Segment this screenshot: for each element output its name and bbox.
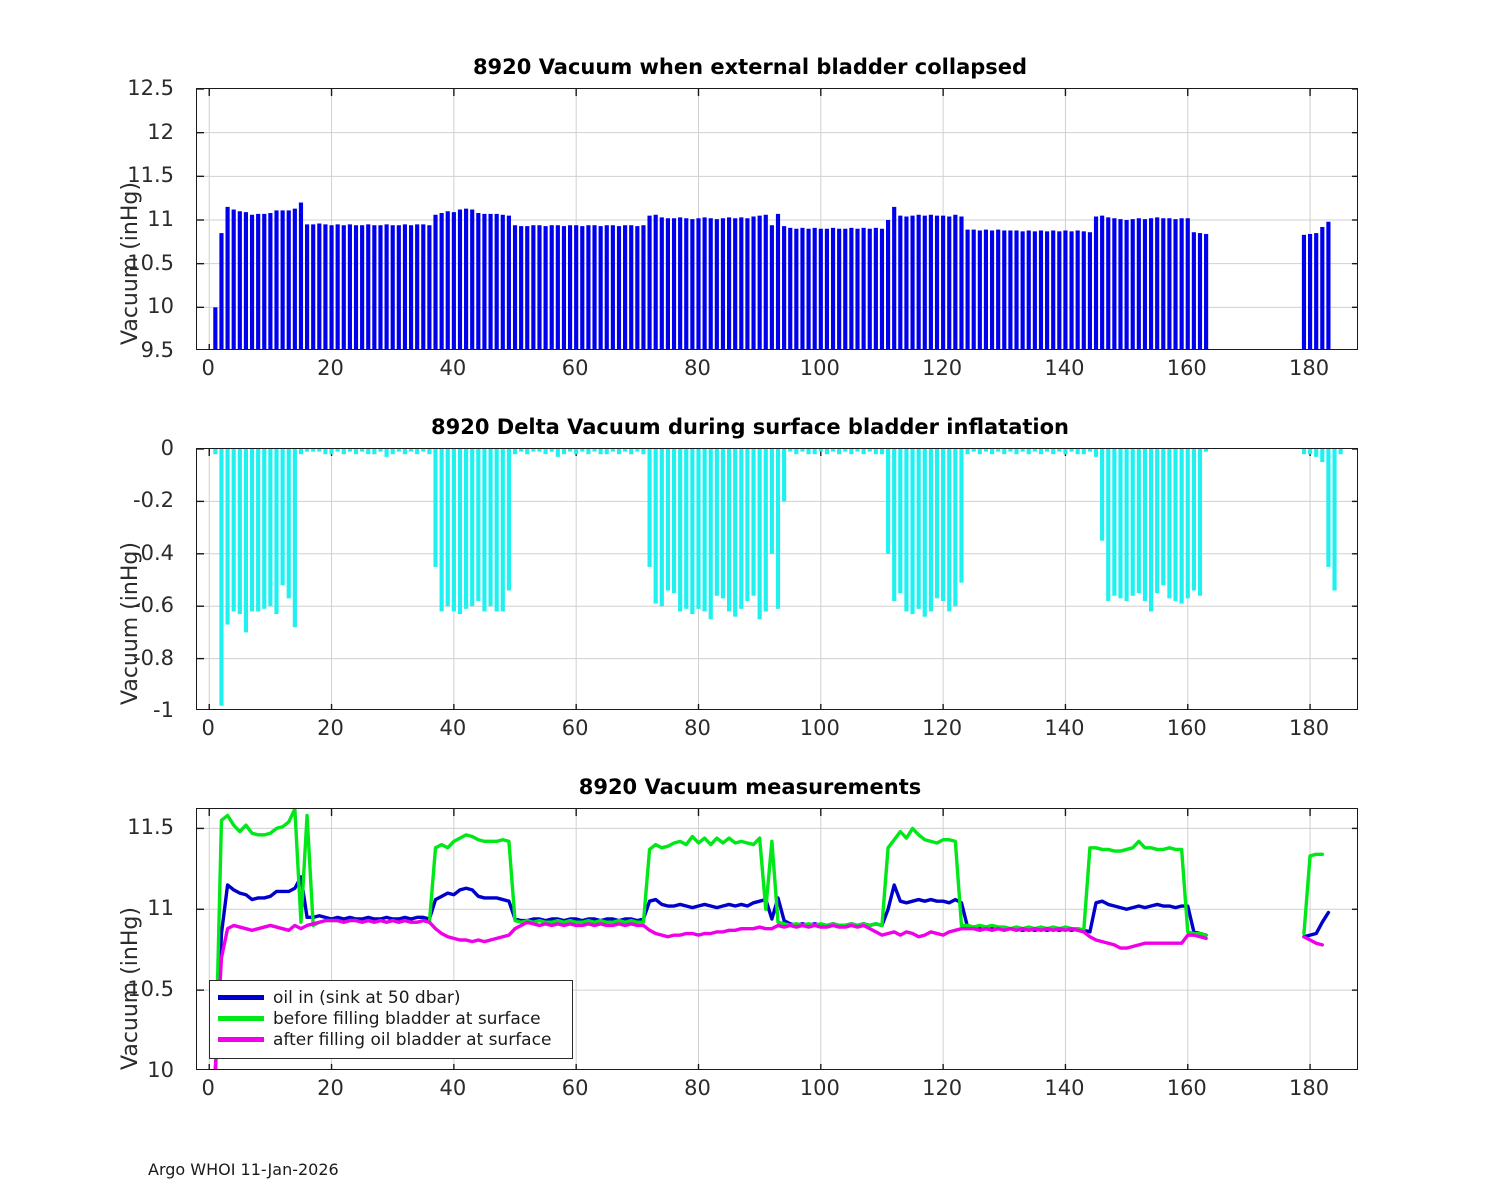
panel1-svg bbox=[197, 89, 1357, 349]
x-tick-label: 180 bbox=[1289, 356, 1330, 380]
x-tick-label: 160 bbox=[1166, 356, 1207, 380]
y-tick-label: -0.2 bbox=[133, 488, 174, 513]
x-tick-label: 20 bbox=[317, 1076, 344, 1100]
panel3-legend: oil in (sink at 50 dbar) before filling … bbox=[209, 980, 573, 1059]
panel2-ylabel: Vacuum (inHg) bbox=[118, 542, 143, 705]
x-tick-label: 60 bbox=[561, 1076, 589, 1100]
x-tick-label: 80 bbox=[684, 716, 711, 740]
panel2-svg bbox=[197, 449, 1357, 709]
panel1-plot-area bbox=[196, 88, 1358, 350]
panel-vacuum-measurements: 8920 Vacuum measurements Vacuum (inHg) 1… bbox=[0, 775, 1500, 1105]
y-tick-label: -1 bbox=[153, 698, 174, 722]
x-tick-label: 0 bbox=[201, 1076, 215, 1100]
x-tick-label: 60 bbox=[561, 716, 589, 740]
x-tick-label: 100 bbox=[799, 356, 840, 380]
x-tick-label: 140 bbox=[1044, 1076, 1085, 1100]
panel2-title: 8920 Delta Vacuum during surface bladder… bbox=[431, 415, 1069, 439]
y-tick-label: 12.5 bbox=[127, 76, 174, 100]
x-tick-label: 120 bbox=[922, 1076, 963, 1100]
legend-item-after-filling: after filling oil bladder at surface bbox=[218, 1029, 562, 1050]
y-tick-label: -0.6 bbox=[133, 593, 174, 618]
y-tick-label: -0.4 bbox=[133, 540, 174, 565]
x-tick-label: 40 bbox=[439, 356, 467, 380]
legend-label-oil-in: oil in (sink at 50 dbar) bbox=[273, 987, 461, 1008]
panel3-plot-area bbox=[196, 808, 1358, 1070]
x-tick-label: 80 bbox=[684, 1076, 711, 1100]
panel2-plot-area bbox=[196, 448, 1358, 710]
x-tick-label: 120 bbox=[922, 356, 963, 380]
figure-footer: Argo WHOI 11-Jan-2026 bbox=[148, 1160, 339, 1179]
x-tick-label: 80 bbox=[684, 356, 711, 380]
legend-swatch-before-filling bbox=[218, 1016, 264, 1021]
x-tick-label: 160 bbox=[1166, 1076, 1207, 1100]
panel3-title: 8920 Vacuum measurements bbox=[578, 775, 922, 799]
x-tick-label: 20 bbox=[317, 716, 344, 740]
panel-vacuum-bladder-collapsed: 8920 Vacuum when external bladder collap… bbox=[0, 55, 1500, 385]
x-tick-label: 60 bbox=[561, 356, 589, 380]
legend-item-before-filling: before filling bladder at surface bbox=[218, 1008, 562, 1029]
y-tick-label: 10 bbox=[147, 1058, 174, 1082]
legend-label-after-filling: after filling oil bladder at surface bbox=[273, 1029, 552, 1050]
y-tick-label: 12 bbox=[147, 119, 174, 144]
x-tick-label: 0 bbox=[201, 716, 215, 740]
y-tick-label: 10.5 bbox=[127, 977, 174, 1002]
panel-delta-vacuum-inflation: 8920 Delta Vacuum during surface bladder… bbox=[0, 415, 1500, 745]
y-tick-label: 9.5 bbox=[140, 338, 174, 362]
x-tick-label: 160 bbox=[1166, 716, 1207, 740]
legend-swatch-after-filling bbox=[218, 1037, 264, 1042]
panel1-title: 8920 Vacuum when external bladder collap… bbox=[472, 55, 1028, 79]
x-tick-label: 100 bbox=[799, 716, 840, 740]
y-tick-label: 11 bbox=[147, 896, 174, 921]
x-tick-label: 180 bbox=[1289, 1076, 1330, 1100]
legend-swatch-oil-in bbox=[218, 995, 264, 1000]
y-tick-label: 0 bbox=[160, 436, 174, 460]
x-tick-label: 40 bbox=[439, 716, 467, 740]
y-tick-label: 10.5 bbox=[127, 250, 174, 275]
y-tick-label: -0.8 bbox=[133, 645, 174, 670]
x-tick-label: 0 bbox=[201, 356, 215, 380]
x-tick-label: 180 bbox=[1289, 716, 1330, 740]
x-tick-label: 140 bbox=[1044, 356, 1085, 380]
y-tick-label: 11.5 bbox=[127, 815, 174, 840]
x-tick-label: 20 bbox=[317, 356, 344, 380]
y-tick-label: 10 bbox=[147, 294, 174, 319]
legend-item-oil-in: oil in (sink at 50 dbar) bbox=[218, 987, 562, 1008]
x-tick-label: 40 bbox=[439, 1076, 467, 1100]
legend-label-before-filling: before filling bladder at surface bbox=[273, 1008, 541, 1029]
x-tick-label: 120 bbox=[922, 716, 963, 740]
y-tick-label: 11 bbox=[147, 207, 174, 231]
x-tick-label: 140 bbox=[1044, 716, 1085, 740]
y-tick-label: 11.5 bbox=[127, 163, 174, 188]
x-tick-label: 100 bbox=[799, 1076, 840, 1100]
